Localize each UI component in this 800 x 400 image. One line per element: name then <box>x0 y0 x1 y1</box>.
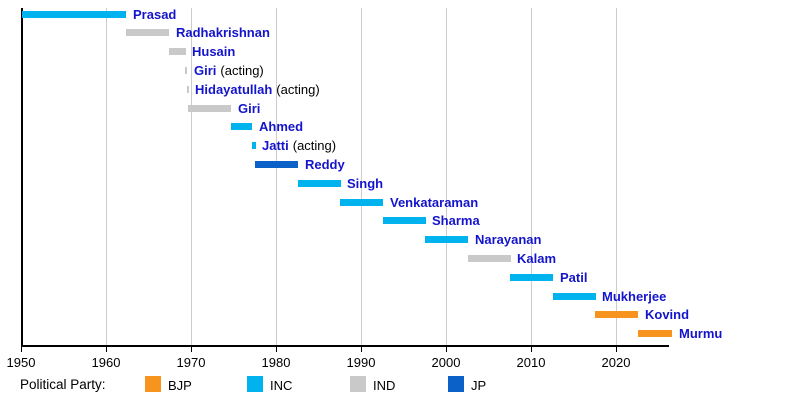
legend-swatch-jp <box>448 376 464 392</box>
axis-tick-label-1990: 1990 <box>346 355 376 370</box>
president-name[interactable]: Patil <box>560 270 588 285</box>
acting-suffix: (acting) <box>276 82 320 97</box>
term-bar-narayanan-12 <box>425 236 468 243</box>
president-label-giri-5[interactable]: Giri <box>238 101 260 116</box>
term-bar-singh-9 <box>298 180 341 187</box>
axis-tick-2000 <box>446 347 447 352</box>
president-name[interactable]: Murmu <box>679 326 723 341</box>
president-label-reddy-8[interactable]: Reddy <box>305 157 345 172</box>
axis-tick-label-1960: 1960 <box>91 355 121 370</box>
president-name[interactable]: Hidayatullah <box>195 82 273 97</box>
gridline-2010 <box>531 8 532 345</box>
term-bar-patil-14 <box>510 274 553 281</box>
legend-swatch-inc <box>247 376 263 392</box>
president-name[interactable]: Husain <box>192 44 236 59</box>
legend-title: Political Party: <box>20 377 106 392</box>
axis-tick-label-2000: 2000 <box>431 355 461 370</box>
term-bar-prasad-0 <box>22 11 126 18</box>
president-label-jatti-7[interactable]: Jatti (acting) <box>262 138 336 153</box>
legend-label-jp: JP <box>471 378 487 393</box>
axis-tick-1970 <box>191 347 192 352</box>
gridline-1990 <box>361 8 362 345</box>
president-name[interactable]: Singh <box>347 176 384 191</box>
gridline-2000 <box>446 8 447 345</box>
president-label-mukherjee-15[interactable]: Mukherjee <box>602 289 666 304</box>
president-name[interactable]: Mukherjee <box>602 289 667 304</box>
president-name[interactable]: Sharma <box>432 213 480 228</box>
president-label-narayanan-12[interactable]: Narayanan <box>475 232 541 247</box>
president-name[interactable]: Narayanan <box>475 232 542 247</box>
legend-label-inc: INC <box>270 378 293 393</box>
gridline-1960 <box>106 8 107 345</box>
term-bar-reddy-8 <box>255 161 298 168</box>
term-bar-giri-3 <box>185 67 187 74</box>
acting-suffix: (acting) <box>220 63 264 78</box>
president-label-patil-14[interactable]: Patil <box>560 270 587 285</box>
term-bar-kalam-13 <box>468 255 511 262</box>
axis-tick-label-2020: 2020 <box>601 355 631 370</box>
president-name[interactable]: Radhakrishnan <box>176 25 270 40</box>
president-label-kalam-13[interactable]: Kalam <box>517 251 556 266</box>
president-label-hidayatullah-4[interactable]: Hidayatullah (acting) <box>195 82 320 97</box>
term-bar-venkataraman-10 <box>340 199 383 206</box>
axis-tick-2020 <box>616 347 617 352</box>
president-name[interactable]: Reddy <box>305 157 345 172</box>
president-name[interactable]: Giri <box>238 101 261 116</box>
axis-tick-2010 <box>531 347 532 352</box>
president-name[interactable]: Giri <box>194 63 217 78</box>
gridline-1980 <box>276 8 277 345</box>
legend-swatch-ind <box>350 376 366 392</box>
acting-suffix: (acting) <box>292 138 337 153</box>
president-name[interactable]: Prasad <box>133 7 177 22</box>
president-name[interactable]: Kovind <box>645 307 690 322</box>
axis-tick-1950 <box>21 347 22 352</box>
gridline-2020 <box>616 8 617 345</box>
president-label-sharma-11[interactable]: Sharma <box>432 213 480 228</box>
axis-tick-1990 <box>361 347 362 352</box>
president-label-giri-3[interactable]: Giri (acting) <box>194 63 264 78</box>
axis-tick-label-1950: 1950 <box>6 355 36 370</box>
axis-tick-label-2010: 2010 <box>516 355 546 370</box>
president-label-kovind-16[interactable]: Kovind <box>645 307 689 322</box>
term-bar-murmu-17 <box>638 330 672 337</box>
term-bar-radhakrishnan-1 <box>126 29 169 36</box>
term-bar-ahmed-6 <box>231 123 252 130</box>
term-bar-hidayatullah-4 <box>187 86 189 93</box>
legend-label-ind: IND <box>373 378 396 393</box>
term-bar-mukherjee-15 <box>553 293 596 300</box>
president-label-prasad-0[interactable]: Prasad <box>133 7 176 22</box>
president-label-ahmed-6[interactable]: Ahmed <box>259 119 303 134</box>
axis-tick-1980 <box>276 347 277 352</box>
president-name[interactable]: Venkataraman <box>390 195 479 210</box>
president-label-murmu-17[interactable]: Murmu <box>679 326 722 341</box>
term-bar-sharma-11 <box>383 217 426 224</box>
axis-tick-1960 <box>106 347 107 352</box>
y-axis-line <box>21 8 23 347</box>
president-name[interactable]: Jatti <box>262 138 289 153</box>
president-label-singh-9[interactable]: Singh <box>347 176 383 191</box>
term-bar-husain-2 <box>169 48 186 55</box>
legend-label-bjp: BJP <box>168 378 192 393</box>
president-label-radhakrishnan-1[interactable]: Radhakrishnan <box>176 25 270 40</box>
president-label-venkataraman-10[interactable]: Venkataraman <box>390 195 478 210</box>
president-label-husain-2[interactable]: Husain <box>192 44 235 59</box>
gridline-1970 <box>191 8 192 345</box>
term-bar-giri-5 <box>188 105 231 112</box>
legend-swatch-bjp <box>145 376 161 392</box>
term-bar-kovind-16 <box>595 311 638 318</box>
term-bar-jatti-7 <box>252 142 256 149</box>
x-axis-line <box>21 345 669 347</box>
president-name[interactable]: Kalam <box>517 251 557 266</box>
axis-tick-label-1970: 1970 <box>176 355 206 370</box>
president-name[interactable]: Ahmed <box>259 119 304 134</box>
axis-tick-label-1980: 1980 <box>261 355 291 370</box>
